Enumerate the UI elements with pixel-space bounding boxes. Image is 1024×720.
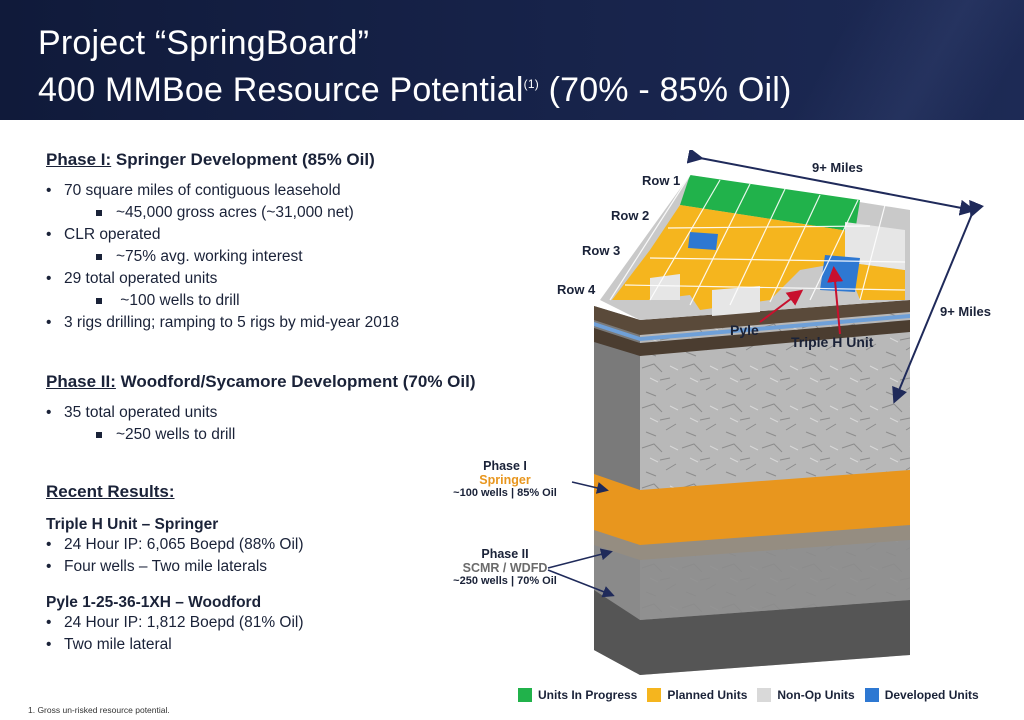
bullet-item: 70 square miles of contiguous leasehold <box>46 180 586 202</box>
result2-items: 24 Hour IP: 1,812 Boepd (81% Oil) Two mi… <box>46 612 586 656</box>
sub-bullet-item: ~75% avg. working interest <box>46 246 586 268</box>
title-line-1: Project “SpringBoard” <box>38 24 370 62</box>
bullet-item: 29 total operated units <box>46 268 586 290</box>
legend-swatch <box>864 688 879 702</box>
bullet-item: 3 rigs drilling; ramping to 5 rigs by mi… <box>46 312 586 334</box>
result-item: Two mile lateral <box>46 634 586 656</box>
legend-label: Developed Units <box>884 688 979 702</box>
result-item: Four wells – Two mile laterals <box>46 556 586 578</box>
phase2-heading: Phase II: Woodford/Sycamore Development … <box>46 372 586 392</box>
phase2-callout-zone: SCMR / WDFD <box>462 561 548 575</box>
result-item: 24 Hour IP: 1,812 Boepd (81% Oil) <box>46 612 586 634</box>
text-column: Phase I: Springer Development (85% Oil) … <box>46 150 586 656</box>
depth-label: 9+ Miles <box>940 304 991 319</box>
phase2-heading-label: Phase II: <box>46 372 116 391</box>
phase1-callout-detail: ~100 wells | 85% Oil <box>453 487 557 499</box>
title-footnote-mark: (1) <box>523 77 539 91</box>
legend-item-in-progress: Units In Progress <box>518 688 637 702</box>
phase2-bullets: 35 total operated units ~250 wells to dr… <box>46 402 586 446</box>
row-label-2: Row 2 <box>611 208 650 223</box>
phase1-callout: Phase I Springer ~100 wells | 85% Oil <box>430 459 580 499</box>
bullet-item: CLR operated <box>46 224 586 246</box>
sub-bullet-item: ~45,000 gross acres (~31,000 net) <box>46 202 586 224</box>
reservoir-block-diagram <box>547 150 984 675</box>
legend-swatch <box>757 688 772 702</box>
phase2-callout: Phase II SCMR / WDFD ~250 wells | 70% Oi… <box>430 547 580 587</box>
phase1-heading-rest: Springer Development (85% Oil) <box>111 150 375 169</box>
pyle-label: Pyle <box>730 322 759 338</box>
phase1-callout-zone: Springer <box>479 473 531 487</box>
row-label-3: Row 3 <box>582 243 621 258</box>
recent-results-heading: Recent Results: <box>46 482 586 502</box>
title-main-text: 400 MMBoe Resource Potential <box>38 71 524 109</box>
phase1-callout-title: Phase I <box>483 459 527 473</box>
phase2-callout-title: Phase II <box>481 547 529 561</box>
phase1-bullets: 70 square miles of contiguous leasehold … <box>46 180 586 334</box>
sub-bullet-item: ~250 wells to drill <box>46 424 586 446</box>
phase1-heading: Phase I: Springer Development (85% Oil) <box>46 150 586 170</box>
row-label-1: Row 1 <box>642 173 681 188</box>
result-item: 24 Hour IP: 6,065 Boepd (88% Oil) <box>46 534 586 556</box>
legend-label: Non-Op Units <box>777 688 855 702</box>
phase2-heading-rest: Woodford/Sycamore Development (70% Oil) <box>115 372 476 391</box>
title-line-2: 400 MMBoe Resource Potential(1) (70% - 8… <box>38 71 792 110</box>
legend-item-planned: Planned Units <box>647 688 747 702</box>
result1-items: 24 Hour IP: 6,065 Boepd (88% Oil) Four w… <box>46 534 586 578</box>
footnote: 1. Gross un-risked resource potential. <box>28 705 170 715</box>
width-label: 9+ Miles <box>812 160 863 175</box>
result1-title: Triple H Unit – Springer <box>46 516 219 533</box>
triple-h-label: Triple H Unit <box>791 334 874 350</box>
phase2-callout-detail: ~250 wells | 70% Oil <box>453 575 557 587</box>
legend-swatch <box>647 688 662 702</box>
legend-item-non-op: Non-Op Units <box>757 688 855 702</box>
phase1-heading-label: Phase I: <box>46 150 112 169</box>
legend-item-developed: Developed Units <box>864 688 979 702</box>
legend-label: Units In Progress <box>538 688 638 702</box>
result2-title: Pyle 1-25-36-1XH – Woodford <box>46 594 262 611</box>
legend-label: Planned Units <box>667 688 748 702</box>
recent-results-heading-text: Recent Results: <box>46 482 175 501</box>
title-banner: Project “SpringBoard” 400 MMBoe Resource… <box>0 0 1024 120</box>
diagram-legend: Units In Progress Planned Units Non-Op U… <box>518 688 989 702</box>
bullet-item: 35 total operated units <box>46 402 586 424</box>
legend-swatch <box>518 688 532 702</box>
sub-bullet-item: ~100 wells to drill <box>46 290 586 312</box>
title-oil-range: (70% - 85% Oil) <box>538 71 792 109</box>
row-label-4: Row 4 <box>557 282 596 297</box>
